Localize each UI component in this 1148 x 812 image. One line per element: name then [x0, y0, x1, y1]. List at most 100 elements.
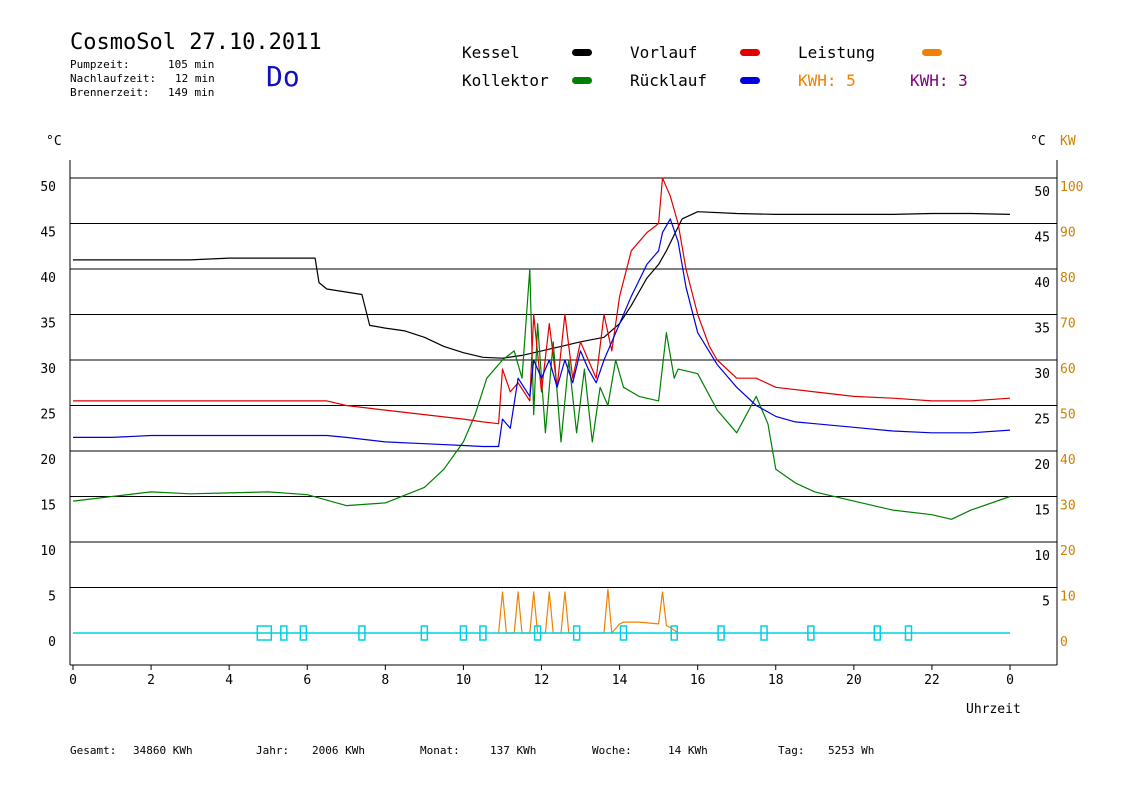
y-tick-label-kw: 50 — [1060, 408, 1076, 423]
pump-marker — [619, 625, 628, 641]
footer-gesamt-label: Gesamt: — [70, 744, 117, 757]
y-tick-label-right: 30 — [1034, 367, 1050, 382]
x-tick-label: 22 — [924, 673, 940, 688]
legend-label-ruecklauf: Rücklauf — [630, 71, 708, 90]
y-tick-label-right: 35 — [1034, 322, 1050, 337]
legend-label-kessel: Kessel — [462, 43, 520, 62]
grid-lines — [70, 177, 1057, 588]
nachlaufzeit-value: 12 min — [175, 72, 215, 85]
footer-woche-value: 14 KWh — [668, 744, 708, 757]
weekday-label: Do — [266, 60, 300, 93]
y-tick-label-right: 5 — [1042, 595, 1050, 610]
x-tick-label: 18 — [768, 673, 784, 688]
brennerzeit-value: 149 min — [168, 86, 215, 99]
pump-marker — [533, 625, 542, 641]
pump-marker — [459, 625, 468, 641]
legend-swatch-vorlauf — [740, 49, 760, 56]
x-tick-label: 14 — [612, 673, 628, 688]
y-tick-label-left: 20 — [40, 453, 56, 468]
legend-label-kollektor: Kollektor — [462, 71, 549, 90]
pump-marker — [479, 625, 487, 641]
y-tick-label-kw: 40 — [1060, 453, 1076, 468]
x-tick-label: 20 — [846, 673, 862, 688]
legend-label-vorlauf: Vorlauf — [630, 43, 698, 62]
y-tick-label-left: 30 — [40, 362, 56, 377]
y-tick-label-left: 10 — [40, 544, 56, 559]
legend-label-leistung: Leistung — [798, 43, 876, 62]
series-line-leistung — [498, 588, 679, 634]
footer-jahr-value: 2006 KWh — [312, 744, 365, 757]
footer-gesamt-value: 34860 KWh — [133, 744, 193, 757]
y-tick-label-left: 40 — [40, 271, 56, 286]
y-tick-label-right: 40 — [1034, 276, 1050, 291]
pump-marker — [572, 625, 581, 641]
legend-swatch-leistung — [922, 49, 942, 56]
y-tick-label-right: 20 — [1034, 458, 1050, 473]
y-tick-label-kw: 10 — [1060, 590, 1076, 605]
x-tick-label: 6 — [303, 673, 311, 688]
footer-tag-label: Tag: — [778, 744, 805, 757]
series-line-vorlauf — [73, 177, 1011, 425]
legend-kwh-orange: KWH: 5 — [798, 71, 856, 90]
y-axis-left-unit: °C — [46, 134, 62, 149]
y-tick-label-left: 35 — [40, 317, 56, 332]
pump-marker — [904, 625, 913, 641]
x-tick-label: 0 — [69, 673, 77, 688]
x-tick-label: 2 — [147, 673, 155, 688]
y-axis-right-unit: °C — [1030, 134, 1046, 149]
y-tick-label-kw: 0 — [1060, 635, 1068, 650]
y-tick-label-kw: 20 — [1060, 544, 1076, 559]
y-tick-label-kw: 90 — [1060, 226, 1076, 241]
series-line-kessel — [73, 211, 1011, 359]
y-tick-label-kw: 100 — [1060, 180, 1083, 195]
pump-marker — [280, 625, 288, 641]
series-lines — [72, 177, 1011, 634]
y-tick-label-right: 45 — [1034, 231, 1050, 246]
y-tick-label-right: 50 — [1034, 185, 1050, 200]
y-axis-right2-unit: KW — [1060, 134, 1076, 149]
pump-marker — [299, 625, 308, 641]
y-tick-label-left: 50 — [40, 180, 56, 195]
y-tick-label-left: 45 — [40, 226, 56, 241]
pump-marker — [807, 625, 815, 641]
y-tick-label-right: 15 — [1034, 504, 1050, 519]
x-tick-label: 12 — [534, 673, 550, 688]
pump-markers — [73, 625, 1010, 641]
pumpzeit-value: 105 min — [168, 58, 215, 71]
chart-title: CosmoSol 27.10.2011 — [70, 30, 322, 55]
legend-kwh-purple: KWH: 3 — [910, 71, 968, 90]
x-tick-label: 8 — [381, 673, 389, 688]
y-tick-label-left: 0 — [48, 635, 56, 650]
x-tick-label: 10 — [456, 673, 472, 688]
pump-marker — [256, 625, 273, 641]
tick-labels: 0 2 4 6 8 10 12 14 16 18 20 22 050454035302520151050… — [40, 180, 1083, 688]
footer-monat-label: Monat: — [420, 744, 460, 757]
legend-swatch-ruecklauf — [740, 77, 760, 84]
footer-tag-value: 5253 Wh — [828, 744, 875, 757]
y-tick-label-right: 25 — [1034, 413, 1050, 428]
pumpzeit-label: Pumpzeit: — [70, 58, 130, 71]
footer-monat-value: 137 KWh — [490, 744, 537, 757]
pump-marker — [358, 625, 366, 641]
pump-marker — [420, 625, 429, 641]
y-tick-label-left: 25 — [40, 408, 56, 423]
y-tick-label-left: 15 — [40, 499, 56, 514]
legend-swatch-kollektor — [572, 77, 592, 84]
y-tick-label-kw: 80 — [1060, 271, 1076, 286]
pump-marker — [873, 625, 882, 641]
pump-marker — [670, 625, 678, 641]
x-tick-label: 16 — [690, 673, 706, 688]
y-tick-label-kw: 60 — [1060, 362, 1076, 377]
x-tick-label: 0 — [1006, 673, 1014, 688]
axes — [69, 160, 1058, 670]
footer-woche-label: Woche: — [592, 744, 632, 757]
nachlaufzeit-label: Nachlaufzeit: — [70, 72, 157, 85]
x-tick-label: 4 — [225, 673, 233, 688]
legend-swatch-kessel — [572, 49, 592, 56]
x-axis-label: Uhrzeit — [966, 702, 1021, 717]
y-tick-label-kw: 30 — [1060, 499, 1076, 514]
y-tick-label-right: 10 — [1034, 549, 1050, 564]
footer-jahr-label: Jahr: — [256, 744, 290, 757]
y-tick-label-left: 5 — [48, 590, 56, 605]
